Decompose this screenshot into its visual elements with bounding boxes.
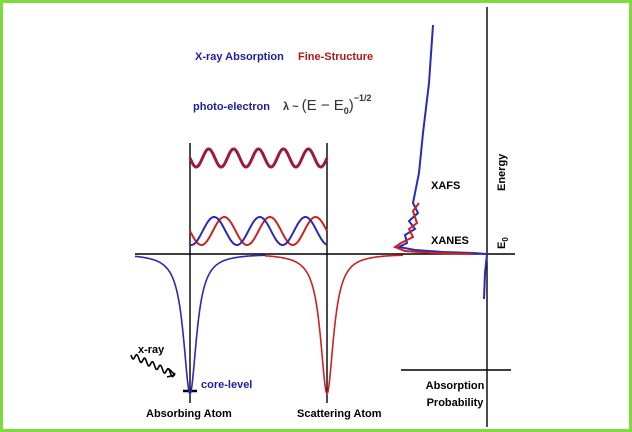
formula-sub: 0 [344,106,349,116]
wave-red [189,216,328,246]
absorber-well [135,254,266,396]
xray-arrowhead [166,368,176,378]
xray-label: x-ray [138,344,165,356]
spectrum-blue [395,24,489,300]
core-level-label: core-level [201,379,252,391]
spectrum-red [392,202,474,255]
scatterer-well [265,254,403,396]
diagram: X-ray Absorption Fine-Structure photo-el… [130,7,515,427]
energy-label: Energy [496,153,508,191]
scattering-atom: Scattering Atom [297,408,382,420]
xray-wave [130,353,176,378]
probability-line1: Absorption [426,380,485,392]
title-left: X-ray Absorption [195,51,284,63]
title-right: Fine-Structure [298,51,373,63]
xanes-label: XANES [431,235,469,247]
formula: λ ~ (E − E0)−1/2 [283,93,372,116]
e0-letter: E [496,242,508,249]
formula-close: ) [349,97,354,114]
absorbing-atom: Absorbing Atom [146,408,232,420]
xafs-label: XAFS [431,180,460,192]
e0-label: E0 [496,237,510,249]
wave-blue [189,216,328,246]
e0-sub: 0 [501,237,510,242]
probability-line2: Probability [427,397,485,409]
formula-sup: −1/2 [354,93,372,103]
formula-lhs: λ ~ [283,101,299,113]
photo-electron: photo-electron [193,101,270,113]
formula-body: (E − E [302,97,344,114]
wave-top [188,147,329,169]
